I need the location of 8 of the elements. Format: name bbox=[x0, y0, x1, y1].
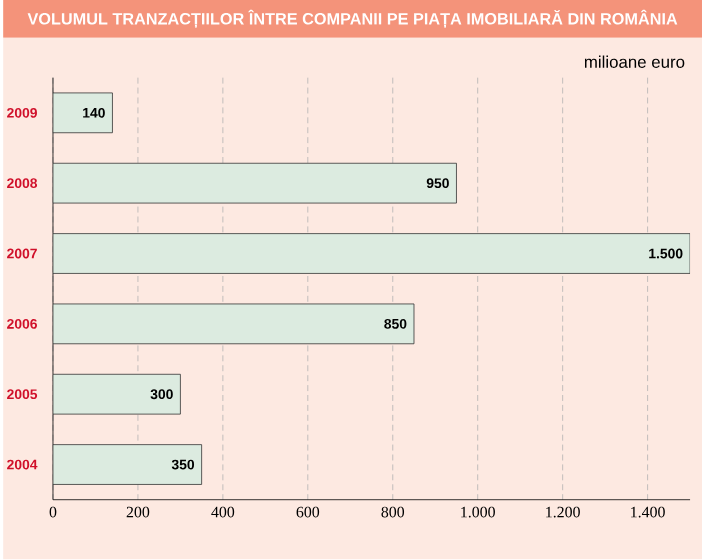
chart-subtitle: milioane euro bbox=[584, 55, 685, 69]
bar bbox=[52, 374, 181, 415]
bar bbox=[52, 303, 415, 345]
chart-title: VOLUMUL TRANZACȚIILOR ÎNTRE COMPANII PE PIAȚA IMOBILIARĂ DIN ROMÂNIA bbox=[27, 10, 678, 29]
bar bbox=[52, 444, 203, 486]
bar bbox=[52, 92, 113, 134]
bar bbox=[52, 233, 691, 275]
bar bbox=[52, 163, 457, 204]
